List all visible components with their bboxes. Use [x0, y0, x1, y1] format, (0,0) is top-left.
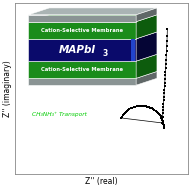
Text: 3: 3: [102, 49, 108, 58]
Polygon shape: [28, 32, 157, 39]
Polygon shape: [28, 15, 157, 22]
Polygon shape: [28, 71, 157, 78]
Bar: [28, 61, 136, 78]
Polygon shape: [136, 8, 157, 22]
Bar: [28, 39, 136, 61]
Bar: [131, 39, 135, 61]
Polygon shape: [136, 32, 157, 61]
Bar: [28, 78, 136, 85]
Polygon shape: [28, 54, 157, 61]
Text: Cation-Selective Membrane: Cation-Selective Membrane: [41, 28, 123, 33]
Polygon shape: [136, 54, 157, 78]
Polygon shape: [28, 8, 157, 15]
X-axis label: Z'' (real): Z'' (real): [85, 177, 118, 186]
Text: Cation-Selective Membrane: Cation-Selective Membrane: [41, 67, 123, 72]
Polygon shape: [136, 71, 157, 85]
Bar: [28, 22, 136, 39]
Y-axis label: Z'' (imaginary): Z'' (imaginary): [3, 60, 12, 117]
Bar: [28, 15, 136, 22]
Text: MAPbI: MAPbI: [58, 45, 96, 55]
Text: CH₃NH₃⁺ Transport: CH₃NH₃⁺ Transport: [32, 112, 87, 117]
Polygon shape: [136, 15, 157, 39]
